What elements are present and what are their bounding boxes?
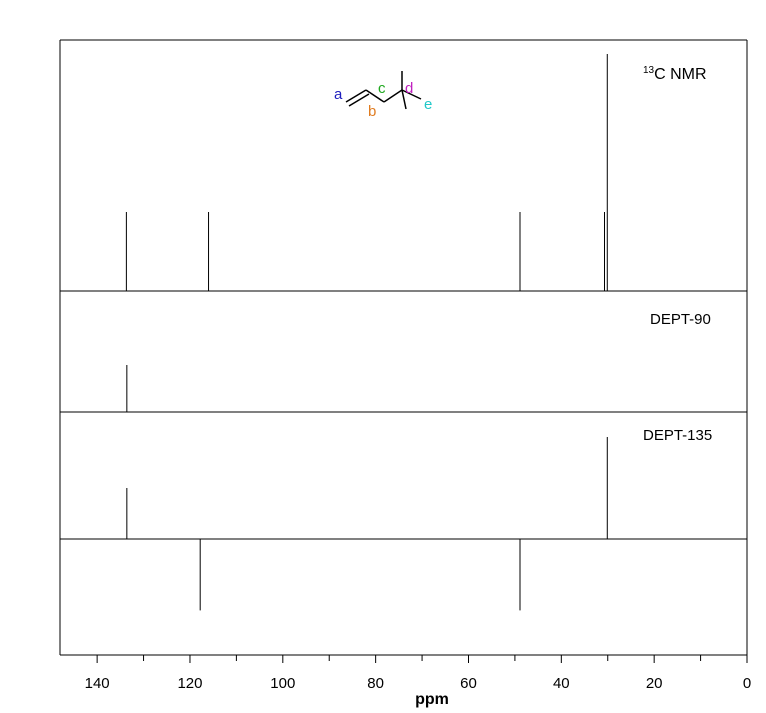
molecule-structure: a b c d e [334,71,432,120]
x-tick-label-20: 20 [646,675,663,692]
structure-label-c: c [378,80,386,97]
panel-label-dept135: DEPT-135 [643,427,712,444]
structure-label-e: e [424,96,432,113]
x-tick-label-80: 80 [367,675,384,692]
bond-d-methyl-down [401,89,407,110]
x-tick-label-140: 140 [85,675,110,692]
x-axis-ticks: 140 120 100 80 60 40 20 0 [85,655,751,692]
structure-label-b: b [368,103,376,120]
bond-ab-2 [348,93,370,107]
x-tick-label-120: 120 [177,675,202,692]
bond-ab-1 [345,89,367,103]
bond-bc [365,89,385,103]
bond-cd [383,89,403,103]
peaks-group [125,54,608,611]
structure-label-a: a [334,86,343,103]
x-tick-label-60: 60 [460,675,477,692]
structure-label-d: d [405,80,413,97]
x-tick-label-40: 40 [553,675,570,692]
x-axis-title: ppm [415,691,449,708]
x-tick-label-100: 100 [270,675,295,692]
panel-label-dept90: DEPT-90 [650,311,711,328]
x-tick-label-0: 0 [743,675,751,692]
panel-label-13c-superscript: 13 [643,65,655,76]
panel-label-13c-text: C NMR [654,66,706,83]
panel-label-13c: 13C NMR [643,65,707,83]
bond-d-methyl-right [401,89,422,100]
